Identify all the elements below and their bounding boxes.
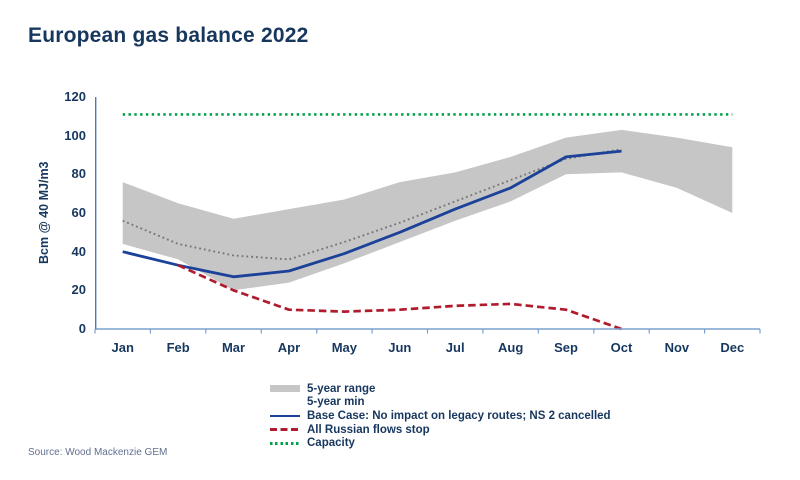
month-label: Mar <box>221 340 246 355</box>
blank-swatch-icon <box>270 399 300 406</box>
y-tick-label: 20 <box>71 282 86 298</box>
month-label: Nov <box>664 340 690 355</box>
month-label: Oct <box>610 340 633 355</box>
month-label: Jul <box>445 340 465 355</box>
legend-item-base-case: Base Case: No impact on legacy routes; N… <box>270 409 611 423</box>
month-label: Sep <box>554 340 578 355</box>
legend-item-capacity: Capacity <box>270 436 611 450</box>
red-dashed-line-swatch-icon <box>270 428 300 431</box>
y-tick-label: 120 <box>64 89 86 104</box>
y-tick-label: 80 <box>71 166 86 182</box>
gray-band-swatch-icon <box>270 385 300 393</box>
month-label: Jan <box>111 340 134 355</box>
month-label: Apr <box>277 340 301 355</box>
legend-label: 5-year range <box>307 382 376 395</box>
legend-item-5-year-min: 5-year min <box>270 396 611 410</box>
y-tick-label: 100 <box>64 127 86 143</box>
legend-item-russian-flows-stop: All Russian flows stop <box>270 423 611 437</box>
legend-label: Base Case: No impact on legacy routes; N… <box>307 409 611 422</box>
chart-title: European gas balance 2022 <box>28 24 309 47</box>
y-tick-label: 60 <box>71 205 86 220</box>
legend: 5-year range 5-year min Base Case: No im… <box>270 382 611 450</box>
month-label: Dec <box>720 340 745 355</box>
legend-label: Capacity <box>307 437 355 450</box>
y-tick-label: 0 <box>78 321 86 336</box>
month-label: Aug <box>497 340 524 355</box>
legend-item-5-year-range: 5-year range <box>270 382 611 396</box>
five-year-range-band <box>122 129 733 291</box>
series-russian-line <box>177 263 622 331</box>
y-tick-label: 40 <box>71 243 86 259</box>
month-label: May <box>331 340 358 355</box>
month-label: Feb <box>166 340 190 355</box>
green-dotted-line-swatch-icon <box>270 441 300 445</box>
blue-solid-line-swatch-icon <box>270 414 300 418</box>
series-base-line <box>122 149 622 279</box>
legend-label: All Russian flows stop <box>307 423 430 436</box>
plot-svg <box>94 97 761 334</box>
legend-label: 5-year min <box>307 396 365 409</box>
series-avg-line <box>122 148 622 261</box>
month-label: Jun <box>388 340 412 355</box>
source-note: Source: Wood Mackenzie GEM <box>28 447 168 458</box>
